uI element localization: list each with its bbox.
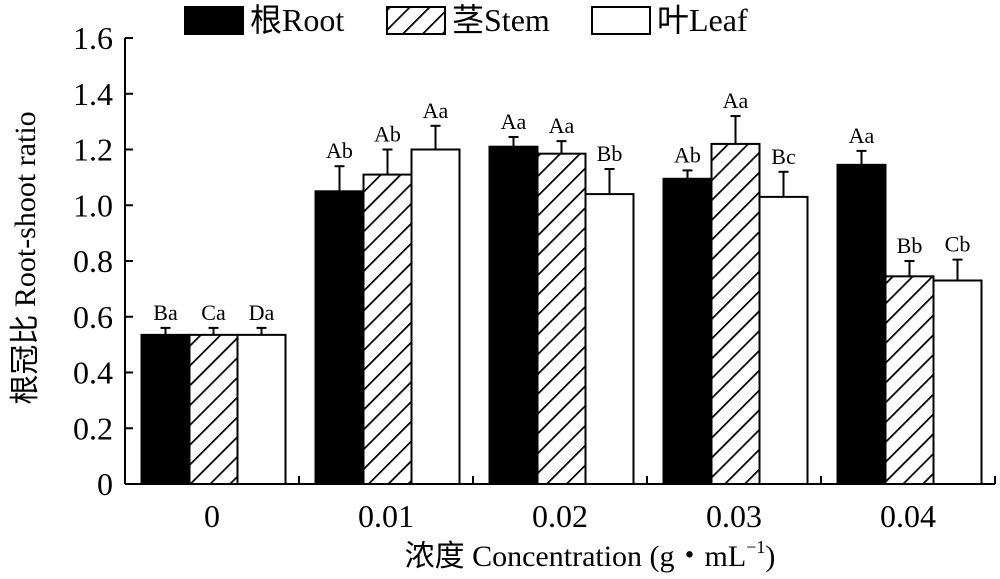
bar-leaf bbox=[410, 148, 461, 485]
x-tick-label: 0.02 bbox=[532, 498, 588, 534]
x-ticks: 0 0.01 0.02 0.03 0.04 bbox=[124, 476, 996, 534]
y-tick-label: 1.6 bbox=[73, 20, 113, 56]
error-bars bbox=[160, 115, 963, 335]
bar-leaf bbox=[758, 195, 809, 485]
significance-label-root: Aa bbox=[501, 109, 527, 134]
y-tick-label: 0.4 bbox=[73, 355, 113, 391]
significance-label-root: Ba bbox=[153, 300, 178, 325]
y-ticks: 0 0.2 0.4 0.6 0.8 1.0 1.2 1.4 1.6 bbox=[73, 20, 133, 502]
significance-label-stem: Ca bbox=[201, 300, 226, 325]
x-tick-label: 0.01 bbox=[358, 498, 414, 534]
x-axis-title-superscript: −1 bbox=[746, 537, 765, 557]
legend-label-stem: 茎Stem bbox=[452, 2, 550, 38]
bar-root bbox=[836, 163, 887, 486]
legend-swatch-leaf bbox=[591, 6, 651, 35]
significance-label-leaf: Da bbox=[249, 300, 275, 325]
y-tick-label: 1.0 bbox=[73, 187, 113, 223]
x-axis-title-close: ) bbox=[765, 540, 775, 573]
y-axis-title: 根冠比 Root-shoot ratio bbox=[9, 111, 42, 404]
bar-stem bbox=[884, 275, 935, 485]
significance-label-leaf: Cb bbox=[945, 232, 971, 257]
legend-swatch-stem bbox=[386, 6, 446, 35]
significance-label-leaf: Bb bbox=[597, 141, 623, 166]
significance-label-stem: Aa bbox=[723, 88, 749, 113]
y-tick-label: 1.2 bbox=[73, 132, 113, 168]
bar-stem bbox=[362, 173, 413, 485]
significance-label-root: Ab bbox=[326, 138, 353, 163]
x-axis-title-main: 浓度 Concentration (g・mL bbox=[405, 540, 747, 573]
bar-root bbox=[488, 145, 539, 485]
legend-label-root: 根Root bbox=[250, 2, 344, 38]
bar-leaf bbox=[236, 333, 287, 485]
significance-label-stem: Aa bbox=[549, 113, 575, 138]
bar-leaf bbox=[584, 193, 635, 485]
significance-label-root: Aa bbox=[849, 123, 875, 148]
legend-swatch-root bbox=[184, 6, 244, 35]
y-tick-label: 0.2 bbox=[73, 410, 113, 446]
significance-label-leaf: Aa bbox=[423, 98, 449, 123]
y-tick-label: 0.6 bbox=[73, 299, 113, 335]
y-tick-label: 0 bbox=[97, 466, 113, 502]
bar-leaf bbox=[932, 279, 983, 486]
significance-label-root: Ab bbox=[674, 142, 701, 167]
significance-label-stem: Bb bbox=[897, 233, 923, 258]
legend: 根Root 茎Stem 叶Leaf bbox=[184, 2, 748, 38]
bar-stem bbox=[188, 333, 239, 485]
bar-root bbox=[140, 333, 191, 485]
bar-root bbox=[314, 190, 365, 485]
x-tick-label: 0 bbox=[204, 498, 220, 534]
significance-label-leaf: Bc bbox=[771, 144, 796, 169]
x-axis-title: 浓度 Concentration (g・mL−1) bbox=[405, 537, 776, 573]
significance-label-stem: Ab bbox=[374, 122, 401, 147]
bars bbox=[140, 142, 983, 486]
x-tick-label: 0.04 bbox=[880, 498, 936, 534]
significance-labels: Ba Ab Aa Ab Aa Ca Ab Aa Aa Bb Da Aa Bb Bc Cb bbox=[153, 88, 970, 325]
bar-root bbox=[662, 177, 713, 486]
y-tick-label: 1.4 bbox=[73, 76, 113, 112]
legend-label-leaf: 叶Leaf bbox=[657, 2, 748, 38]
y-tick-label: 0.8 bbox=[73, 243, 113, 279]
bar-stem bbox=[536, 152, 587, 485]
bar-stem bbox=[710, 142, 761, 486]
x-tick-label: 0.03 bbox=[706, 498, 762, 534]
